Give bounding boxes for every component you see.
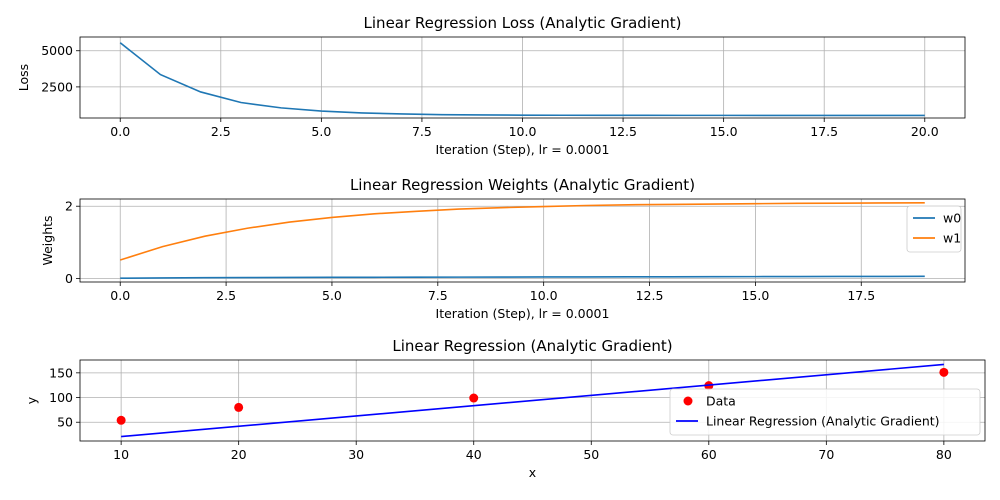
y-tick-label: 0 — [65, 271, 73, 286]
x-tick-label: 80 — [936, 447, 952, 462]
x-tick-label: 5.0 — [311, 124, 331, 139]
x-tick-label: 2.5 — [216, 288, 236, 303]
plot-frame — [79, 359, 986, 442]
chart-title: Linear Regression (Analytic Gradient) — [392, 337, 672, 355]
series-line-w1 — [119, 201, 925, 261]
y-tick-label: 100 — [49, 390, 73, 405]
x-tick-label: 10.0 — [509, 124, 537, 139]
x-tick-label: 12.5 — [609, 124, 637, 139]
chart-panel-3: 10 20 30 40 50 60 70 80 50 100 150 Linear Regressio… — [24, 337, 986, 480]
legend-label: Linear Regression (Analytic Gradient) — [706, 414, 940, 429]
x-tick-label: 70 — [818, 447, 834, 462]
y-axis-label: Loss — [16, 64, 31, 91]
chart-panel-1: 0.0 2.5 5.0 7.5 10.0 12.5 15.0 17.5 20.0 2500 5000… — [16, 14, 966, 157]
y-tick-label: 5000 — [41, 43, 73, 58]
series-line-w0 — [120, 275, 925, 280]
legend-label: w0 — [943, 211, 961, 226]
x-tick-label: 7.5 — [412, 124, 432, 139]
x-tick-label: 0.0 — [110, 124, 130, 139]
legend: Data Linear Regression (Analytic Gradient… — [669, 388, 981, 436]
grid — [80, 37, 965, 118]
y-tick-label: 50 — [57, 415, 73, 430]
x-tick-label: 40 — [466, 447, 482, 462]
x-tick-label: 20.0 — [911, 124, 939, 139]
x-tick-label: 12.5 — [636, 288, 664, 303]
y-tick-label: 2500 — [41, 79, 73, 94]
legend-label: w1 — [943, 231, 961, 246]
x-tick-label: 15.0 — [710, 124, 738, 139]
data-point — [939, 367, 949, 377]
x-tick-label: 17.5 — [847, 288, 875, 303]
data-point — [116, 415, 126, 425]
series-line-linear-regression-analytic-gradient- — [121, 363, 944, 438]
x-tick-label: 30 — [348, 447, 364, 462]
series-line-loss — [119, 42, 925, 117]
chart-panel-2: 0.0 2.5 5.0 7.5 10.0 12.5 15.0 17.5 0 2 Linear Reg… — [40, 176, 966, 321]
y-axis-label: Weights — [40, 215, 55, 265]
x-tick-label: 20 — [231, 447, 247, 462]
legend-label: Data — [706, 394, 736, 409]
x-tick-label: 5.0 — [322, 288, 342, 303]
chart-title: Linear Regression Weights (Analytic Grad… — [350, 176, 695, 194]
legend-marker — [683, 396, 693, 406]
x-tick-label: 10.0 — [530, 288, 558, 303]
x-tick-label: 2.5 — [211, 124, 231, 139]
x-tick-label: 0.0 — [110, 288, 130, 303]
x-tick-label: 17.5 — [810, 124, 838, 139]
y-axis-label: y — [24, 396, 39, 404]
x-tick-label: 10 — [113, 447, 129, 462]
y-tick-label: 2 — [65, 199, 73, 214]
x-axis-label: x — [529, 465, 536, 480]
x-tick-label: 50 — [583, 447, 599, 462]
x-tick-label: 15.0 — [741, 288, 769, 303]
legend-box — [669, 388, 981, 436]
x-tick-label: 7.5 — [428, 288, 448, 303]
data-point — [234, 402, 244, 412]
data-point — [469, 393, 479, 403]
y-tick-label: 150 — [49, 365, 73, 380]
x-tick-label: 60 — [701, 447, 717, 462]
plot-frame — [79, 198, 966, 283]
chart-title: Linear Regression Loss (Analytic Gradien… — [364, 14, 682, 32]
x-axis-label: Iteration (Step), lr = 0.0001 — [436, 306, 610, 321]
grid — [80, 199, 965, 282]
x-axis-label: Iteration (Step), lr = 0.0001 — [436, 142, 610, 157]
